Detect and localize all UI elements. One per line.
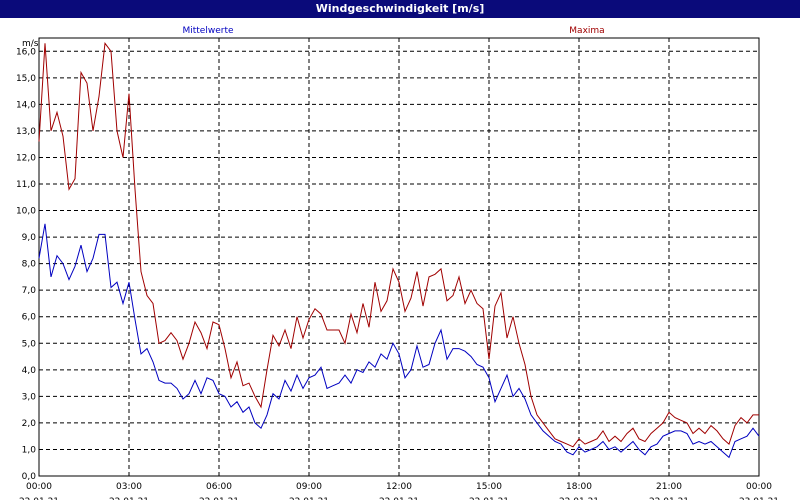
y-tick-label: 2,0: [22, 419, 37, 429]
x-tick-date: 22.01.21: [109, 497, 149, 500]
y-axis-ticks: 0,0 1,0 2,0 3,0 4,0 5,0 6,0 7,0 8,0 9,0 10,0 11,0 12…: [16, 47, 36, 482]
y-tick-label: 12,0: [16, 153, 36, 163]
y-tick-label: 6,0: [22, 313, 37, 323]
y-tick-label: 0,0: [22, 472, 37, 482]
x-tick-time: 00:00: [26, 482, 52, 492]
x-tick-date: 22.01.21: [379, 497, 419, 500]
window-title: Windgeschwindigkeit [m/s]: [315, 2, 485, 15]
y-tick-label: 15,0: [16, 74, 36, 84]
title-bar: Windgeschwindigkeit [m/s]: [0, 0, 800, 18]
x-tick-time: 03:00: [116, 482, 142, 492]
x-tick-date: 22.01.21: [559, 497, 599, 500]
y-tick-label: 1,0: [22, 445, 37, 455]
y-tick-label: 11,0: [16, 180, 36, 190]
x-tick-time: 12:00: [386, 482, 412, 492]
series-line-mittelwerte: [38, 223, 760, 459]
y-axis-label: m/s: [22, 39, 39, 49]
x-tick-time: 09:00: [296, 482, 322, 492]
x-tick-date: 23.01.21: [739, 497, 779, 500]
x-tick-date: 22.01.21: [289, 497, 329, 500]
y-tick-label: 8,0: [22, 260, 37, 270]
legend-maxima: Maxima: [569, 26, 604, 36]
y-tick-label: 4,0: [22, 366, 37, 376]
series-line-maxima: [38, 41, 759, 448]
x-tick-time: 00:00: [746, 482, 772, 492]
y-tick-label: 13,0: [16, 127, 36, 137]
x-tick-date: 22.01.21: [649, 497, 689, 500]
y-tick-label: 9,0: [22, 233, 37, 243]
y-tick-label: 3,0: [22, 392, 37, 402]
x-tick-time: 06:00: [206, 482, 232, 492]
y-tick-label: 14,0: [16, 100, 36, 110]
x-axis-ticks: 00:00 22.01.21 03:00 22.01.21 06:00 22.01.21 0…: [19, 482, 779, 500]
y-tick-label: 7,0: [22, 286, 37, 296]
x-tick-date: 22.01.21: [469, 497, 509, 500]
y-tick-label: 16,0: [16, 47, 36, 57]
wind-speed-chart: 0,0 1,0 2,0 3,0 4,0 5,0 6,0 7,0 8,0 9,0 10,0 11,0 12…: [16, 26, 779, 500]
y-tick-label: 5,0: [22, 339, 37, 349]
x-tick-time: 18:00: [566, 482, 592, 492]
x-tick-date: 22.01.21: [199, 497, 239, 500]
series: [38, 41, 760, 459]
x-tick-date: 22.01.21: [19, 497, 59, 500]
x-tick-time: 21:00: [656, 482, 682, 492]
legend-mittelwerte: Mittelwerte: [182, 26, 233, 36]
grid: [39, 38, 759, 476]
x-tick-time: 15:00: [476, 482, 502, 492]
y-tick-label: 10,0: [16, 207, 36, 217]
